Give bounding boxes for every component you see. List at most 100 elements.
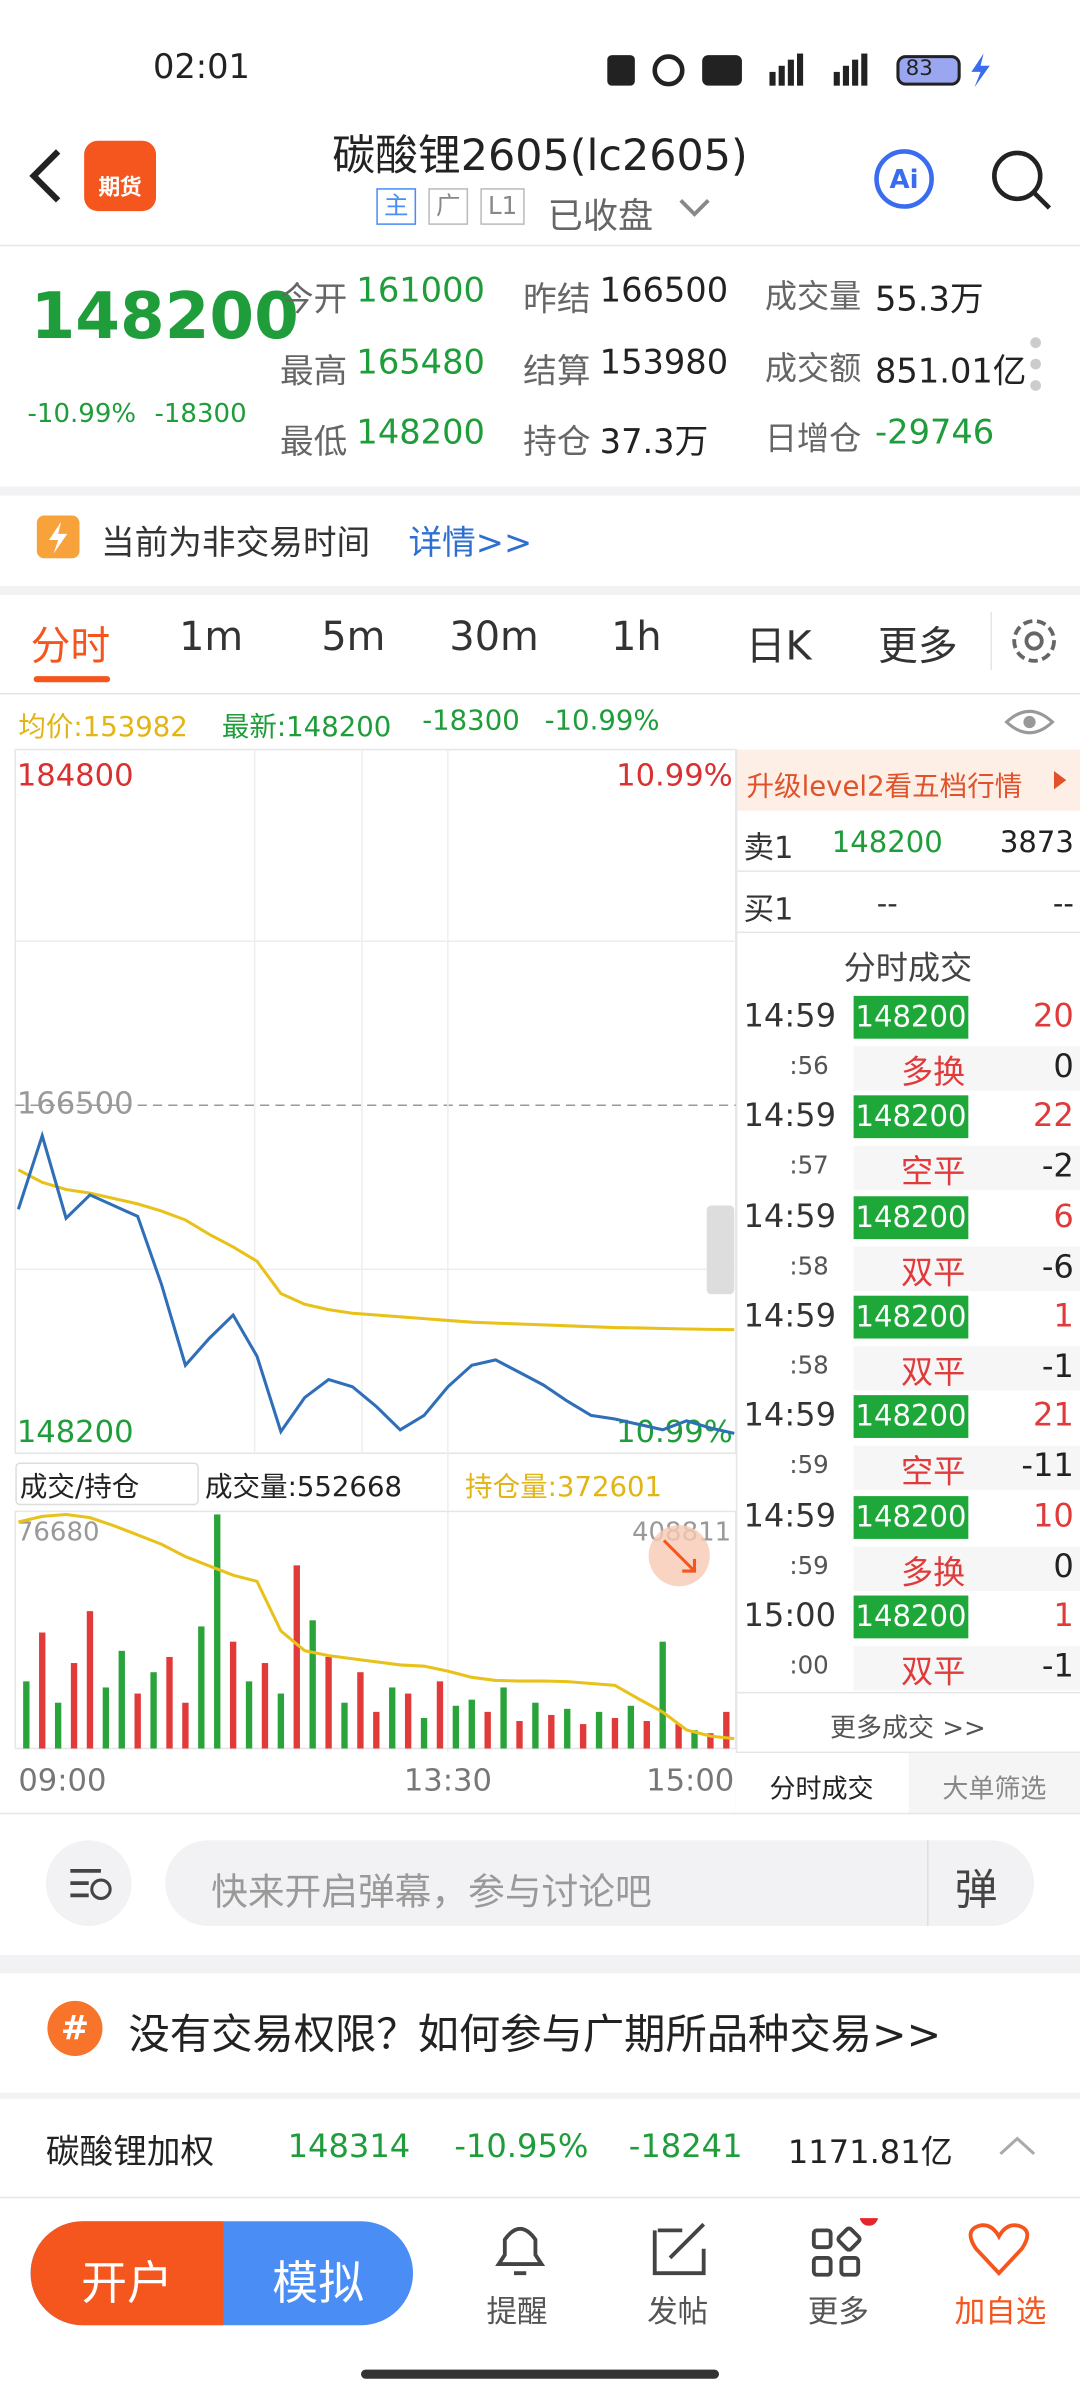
change-percent: -10.99%	[27, 399, 137, 430]
index-price: 148314	[287, 2127, 411, 2165]
volume-bar	[86, 1611, 94, 1749]
book-volume: 3873	[999, 826, 1074, 860]
side-tab-active[interactable]	[735, 1753, 908, 1813]
collapse-handle	[706, 1205, 735, 1295]
comment-placeholder[interactable]: 快来开启弹幕，参与讨论吧	[211, 1870, 652, 1914]
volume-bar	[166, 1656, 173, 1749]
trade-type: 空平	[901, 1153, 966, 1191]
trade-type: 双平	[901, 1253, 966, 1291]
home-indicator	[361, 2369, 719, 2379]
logo	[84, 140, 157, 212]
field-label: 成交量	[764, 278, 862, 316]
side-tab[interactable]	[908, 1753, 1080, 1813]
dropdown-arrow[interactable]	[676, 196, 713, 220]
volume-bar	[420, 1717, 428, 1749]
trade-price: 148200	[853, 1195, 969, 1239]
volume-bar	[532, 1702, 539, 1749]
level2-text[interactable]: 升级level2看五档行情	[746, 770, 1023, 804]
period-tab[interactable]: 30m	[449, 614, 539, 661]
field-label: 最低	[279, 423, 348, 462]
banner-icon: #	[47, 2000, 103, 2056]
trade-sec: :59	[789, 1450, 829, 1480]
price-line	[16, 1130, 735, 1435]
divider	[735, 931, 1080, 934]
danmaku-send[interactable]: 弹	[954, 1864, 998, 1916]
trade-time: 14:59	[743, 1197, 837, 1234]
volume-bar	[198, 1626, 205, 1749]
notice-icon	[36, 515, 80, 559]
trade-row-bg	[853, 1645, 1080, 1691]
ai-button[interactable]: Ai	[870, 145, 937, 212]
more-trades[interactable]: 更多成交 >>	[829, 1713, 986, 1744]
trade-sec: :00	[789, 1650, 829, 1680]
field-value: 37.3万	[599, 423, 709, 462]
comment-input[interactable]	[165, 1840, 1035, 1926]
period-tab[interactable]: 更多	[878, 624, 958, 671]
period-tab[interactable]: 1m	[179, 614, 244, 661]
banner-text[interactable]: 没有交易权限？如何参与广期所品种交易>>	[128, 2011, 942, 2060]
clock: 02:01	[152, 48, 250, 88]
trade-sec: :58	[789, 1250, 829, 1280]
field-label: 今开	[279, 281, 348, 320]
back-button[interactable]	[24, 145, 70, 206]
index-name: 碳酸锂加权	[45, 2134, 215, 2173]
more-dots[interactable]	[1025, 333, 1046, 394]
nav-item[interactable]: 发帖	[647, 2293, 709, 2330]
divider	[927, 1840, 929, 1926]
level2-banner[interactable]	[735, 749, 1080, 811]
open-interest-total: 持仓量:372601	[465, 1471, 663, 1504]
period-tab[interactable]: 1h	[611, 614, 662, 661]
volume-bar	[548, 1714, 555, 1749]
trade-sec: :57	[789, 1150, 829, 1180]
action-group	[30, 2221, 414, 2326]
trade-time: 14:59	[743, 997, 837, 1035]
period-tab[interactable]: 5m	[321, 614, 386, 661]
y-tick-label: 166500	[17, 1087, 134, 1122]
indicator-selector[interactable]	[15, 1462, 199, 1506]
latest-change: -18300	[422, 705, 520, 738]
volume-bar	[150, 1672, 157, 1749]
trade-price: 148200	[853, 1295, 969, 1339]
indicator-selector-text[interactable]: 成交/持仓	[19, 1471, 140, 1504]
nav-item[interactable]: 更多	[807, 2293, 869, 2330]
separator	[0, 486, 1080, 496]
book-price: 148200	[831, 826, 943, 860]
volume-bar	[484, 1711, 491, 1749]
trade-volume: 6	[1053, 1197, 1074, 1234]
y-tick-label: 148200	[17, 1415, 134, 1450]
expand-arrow[interactable]	[997, 2134, 1037, 2158]
simulate-button[interactable]: 模拟	[272, 2257, 365, 2312]
panel-border	[735, 749, 738, 1813]
search-button[interactable]	[987, 145, 1057, 215]
field-value: 55.3万	[875, 281, 984, 320]
trade-volume: 20	[1032, 997, 1074, 1035]
volume-bar	[452, 1705, 460, 1749]
period-tab[interactable]: 分时	[30, 624, 111, 671]
side-tab-label[interactable]: 分时成交	[769, 1774, 874, 1806]
field-value: -29746	[875, 414, 995, 453]
nav-item[interactable]: 提醒	[486, 2293, 548, 2330]
index-change-percent: -10.95%	[454, 2127, 589, 2165]
visibility-toggle[interactable]	[1002, 704, 1057, 741]
x-tick-label: 13:30	[404, 1764, 492, 1799]
index-amount: 1171.81亿	[787, 2134, 953, 2171]
nav-icons	[495, 2218, 1030, 2277]
separator	[0, 585, 1080, 596]
index-change: -18241	[628, 2127, 743, 2165]
period-tab[interactable]: 日K	[745, 624, 812, 671]
notice-link[interactable]: 详情>>	[408, 524, 533, 563]
divider	[0, 2196, 1080, 2199]
open-account-bg[interactable]	[30, 2221, 224, 2326]
open-account-button[interactable]: 开户	[81, 2257, 173, 2312]
nav-item[interactable]: 加自选	[954, 2293, 1047, 2330]
trade-time: 15:00	[743, 1596, 837, 1634]
volume-bar	[277, 1693, 285, 1749]
field-value: 165480	[356, 344, 485, 383]
volume-bar	[404, 1693, 412, 1749]
tags: 主广 L1	[376, 188, 537, 228]
side-tab-label[interactable]: 大单筛选	[942, 1774, 1047, 1806]
volume-bar	[54, 1702, 62, 1749]
volume-bar	[373, 1711, 380, 1749]
settings-button[interactable]	[964, 606, 1080, 676]
volume-bar	[436, 1681, 444, 1749]
